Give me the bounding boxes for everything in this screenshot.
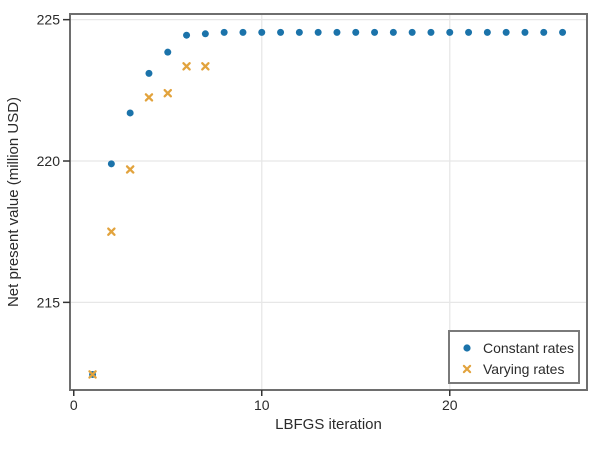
data-point-circle xyxy=(126,109,134,117)
data-point-circle xyxy=(314,28,322,36)
data-point-circle xyxy=(540,28,548,36)
legend-marker-varying-rates-icon xyxy=(462,364,472,374)
data-point-circle xyxy=(258,28,266,36)
plot-border xyxy=(69,13,588,391)
data-point-circle xyxy=(465,28,473,36)
data-point-x xyxy=(201,62,210,71)
data-point-circle xyxy=(446,28,454,36)
data-point-circle xyxy=(502,28,510,36)
legend-marker-constant-rates-icon xyxy=(463,344,471,352)
data-point-circle xyxy=(352,28,360,36)
data-point-circle xyxy=(107,160,115,168)
legend: Constant rates Varying rates xyxy=(448,330,580,384)
x-tick-label: 20 xyxy=(442,397,458,413)
data-point-circle xyxy=(371,28,379,36)
data-point-circle xyxy=(239,28,247,36)
legend-box xyxy=(448,330,580,384)
data-point-x xyxy=(182,62,191,71)
legend-label-constant-rates: Constant rates xyxy=(483,340,574,356)
data-point-x xyxy=(88,370,97,379)
data-point-circle xyxy=(164,48,172,56)
data-point-circle xyxy=(389,28,397,36)
tick-labels: 0 10 20 215 220 225 xyxy=(37,12,458,413)
x-tick-label: 10 xyxy=(254,397,270,413)
legend-label-varying-rates: Varying rates xyxy=(483,361,564,377)
data-point-circle xyxy=(408,28,416,36)
data-point-circle xyxy=(521,28,529,36)
data-point-circle xyxy=(145,69,153,77)
y-tick-label: 225 xyxy=(37,12,61,28)
axis-ticks xyxy=(63,18,451,396)
data-point-circle xyxy=(559,28,567,36)
data-point-circle xyxy=(483,28,491,36)
grid-lines xyxy=(70,14,587,390)
data-points xyxy=(88,28,567,379)
y-tick-label: 220 xyxy=(37,153,61,169)
data-point-x xyxy=(163,88,173,98)
data-point-circle xyxy=(201,30,209,38)
y-axis-label: Net present value (million USD) xyxy=(5,97,22,307)
data-point-x xyxy=(125,165,135,174)
y-tick-label: 215 xyxy=(37,294,61,310)
x-axis-label: LBFGS iteration xyxy=(275,416,382,433)
data-point-circle xyxy=(427,28,435,36)
data-point-circle xyxy=(333,28,341,36)
data-point-x xyxy=(144,93,154,102)
data-point-circle xyxy=(295,28,303,36)
data-point-x xyxy=(107,227,116,236)
data-point-circle xyxy=(183,31,191,39)
data-point-circle xyxy=(277,28,285,36)
data-point-circle xyxy=(220,28,228,36)
x-tick-label: 0 xyxy=(70,397,78,413)
